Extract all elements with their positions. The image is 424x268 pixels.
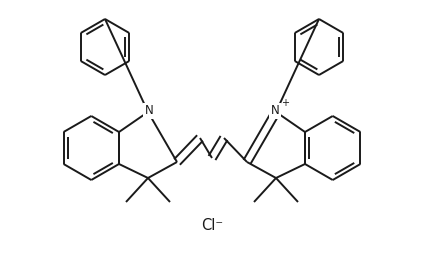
Text: Cl⁻: Cl⁻ — [201, 218, 223, 233]
Text: +: + — [281, 98, 289, 108]
Text: N: N — [145, 105, 153, 117]
Text: N: N — [271, 105, 279, 117]
